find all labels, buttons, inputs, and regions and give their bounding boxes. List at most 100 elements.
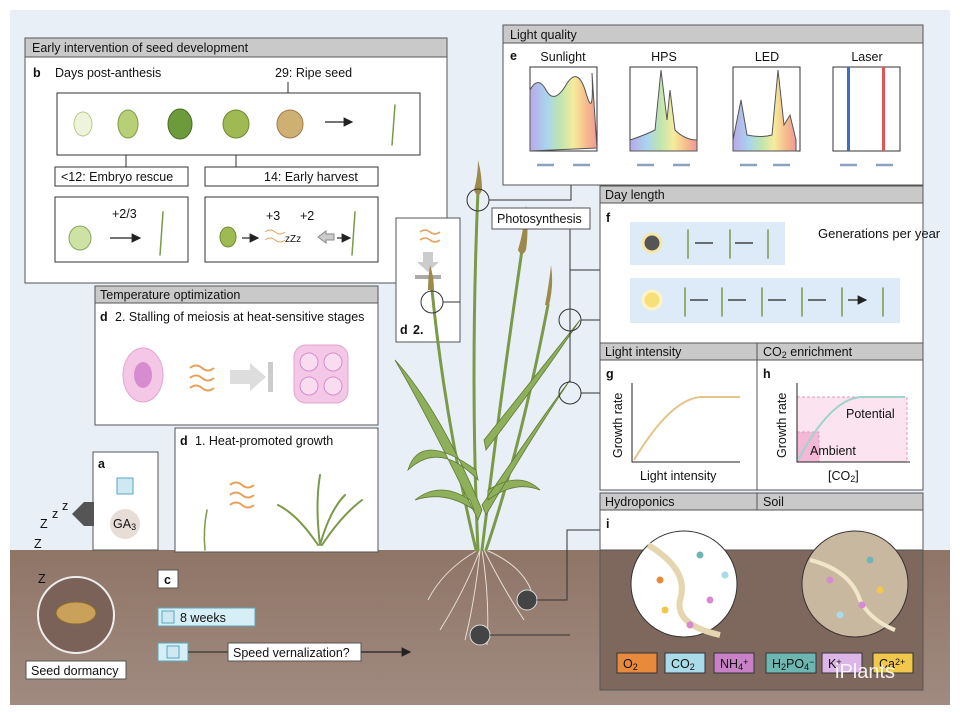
heat-icon [229, 481, 255, 509]
roots [427, 549, 532, 646]
label: Seed dormancy [31, 664, 119, 678]
formula-part: CO [671, 657, 690, 671]
letter: h [763, 367, 771, 381]
laser-line [847, 67, 850, 151]
label: 2. [413, 323, 423, 337]
letter: c [164, 573, 171, 587]
label: Days post-anthesis [55, 66, 161, 80]
formula-part: 4 [804, 662, 809, 672]
heat-icon [264, 229, 286, 243]
formula-part: 2+ [895, 657, 905, 667]
header [24, 37, 448, 58]
label: Ambient [810, 444, 856, 458]
spectrum [732, 69, 797, 152]
spikes [428, 160, 553, 305]
formula-part: NH [720, 657, 738, 671]
spectrum-frame [832, 66, 901, 152]
letter: i [606, 517, 609, 531]
nutrient-chip [821, 652, 863, 674]
gain: +2 [300, 209, 314, 223]
arrow [230, 363, 266, 391]
panel [174, 427, 379, 553]
seed [117, 109, 139, 139]
watermark: iPlants [835, 661, 895, 683]
seedling [203, 509, 208, 551]
label: 14: Early harvest [264, 170, 358, 184]
letter: b [33, 66, 41, 80]
seed [68, 225, 92, 251]
header-text: Early intervention of seed development [32, 41, 249, 55]
sleep: zZz [285, 234, 301, 245]
axis-label: Light intensity [640, 469, 717, 483]
heat-icon [189, 364, 215, 392]
nutrient-label: NH4+ [720, 657, 748, 672]
header-text: Soil [763, 495, 784, 509]
root [646, 542, 721, 638]
nucleus [134, 362, 152, 388]
formula-part: 2 [850, 474, 855, 484]
letter: d [100, 310, 108, 324]
label: Generations per year [818, 226, 941, 241]
formula-part: 2 [781, 662, 786, 672]
seed [219, 226, 237, 248]
callout [469, 624, 491, 646]
heat-icon [419, 229, 441, 243]
panel-g: Light intensity g Growth rate Light inte… [599, 342, 758, 491]
header-text: Day length [605, 188, 665, 202]
formula-part: ] [855, 469, 858, 483]
label: Speed vernalization? [233, 646, 350, 660]
seed [276, 109, 304, 139]
label: Photosynthesis [497, 212, 582, 226]
spectrum [629, 69, 698, 152]
formula-part: [CO [828, 469, 851, 483]
callout [516, 589, 538, 611]
nutrient-label: CO2 [671, 657, 695, 672]
nutrient-label: O2 [623, 657, 638, 672]
press-icon [317, 230, 335, 244]
panel [599, 342, 758, 491]
header [502, 24, 924, 44]
label-box [54, 166, 189, 187]
nutrient-label: Ca2+ [879, 657, 905, 671]
plants [684, 229, 884, 317]
formula-part: GA [113, 517, 132, 531]
label: Potential [846, 407, 895, 421]
formula-part: − [809, 657, 814, 667]
source-label: HPS [651, 50, 677, 64]
arrow [417, 252, 439, 272]
axis-label: Growth rate [775, 393, 789, 458]
formula-part: 2 [633, 662, 638, 672]
block [268, 362, 273, 392]
seedling [391, 104, 396, 146]
cell [299, 376, 319, 396]
formula-part: O [623, 657, 633, 671]
gain: +3 [266, 209, 280, 223]
seedling [159, 211, 164, 256]
formula-part: PO [786, 657, 804, 671]
label: 29: Ripe seed [275, 66, 352, 80]
block [415, 275, 441, 279]
letter: d [400, 323, 408, 337]
letter: a [98, 457, 106, 471]
seed [222, 109, 250, 139]
formula-part: 2 [782, 350, 787, 360]
sleep: Z [38, 572, 46, 586]
axes [631, 383, 740, 463]
panel-h: CO2 enrichment h Growth rate Potential A… [756, 342, 924, 491]
formula-part: + [836, 657, 841, 667]
header-text: Light quality [510, 28, 577, 42]
header-text: CO2 enrichment [763, 345, 853, 360]
formula-part: enrichment [787, 345, 853, 359]
header [599, 185, 924, 204]
root [809, 558, 896, 632]
label-box [204, 166, 379, 187]
axes [796, 383, 910, 463]
cell [323, 352, 343, 372]
day-icon [641, 232, 663, 254]
nutrient-label: H2PO4− [772, 657, 814, 672]
nutrient-chip [872, 652, 914, 674]
formula-part: + [743, 657, 748, 667]
tetrad [293, 344, 349, 404]
sleep: z [52, 507, 58, 521]
